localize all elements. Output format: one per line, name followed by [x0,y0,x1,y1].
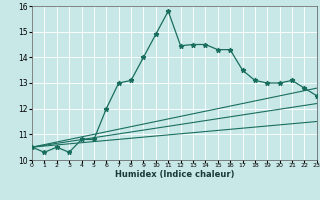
X-axis label: Humidex (Indice chaleur): Humidex (Indice chaleur) [115,170,234,179]
